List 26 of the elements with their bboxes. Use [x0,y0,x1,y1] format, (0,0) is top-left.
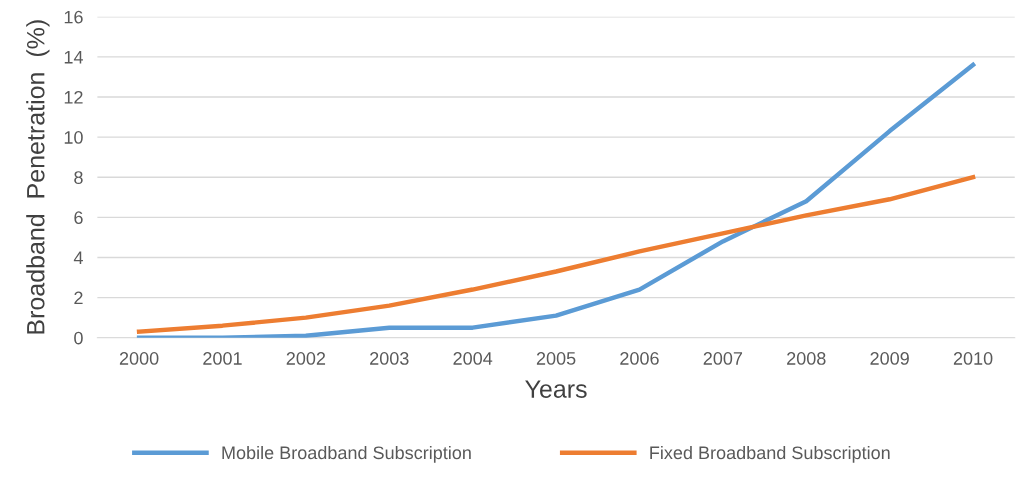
x-tick-label: 2005 [536,352,576,365]
y-tick-label: 6 [74,211,83,225]
legend-label: Fixed Broadband Subscription [650,445,890,463]
line-series [136,175,976,334]
y-tick-label: 10 [64,131,83,144]
y-tick-label: 4 [73,251,83,264]
x-tick-label: 2001 [203,352,242,365]
legend-label: Mobile Broadband Subscription [222,445,471,463]
y-tick-label: 12 [64,90,83,104]
x-tick-label: 2003 [370,352,409,365]
x-tick-label: 2004 [453,352,493,365]
x-tick-label: 2010 [953,352,993,365]
y-tick-label: 0 [74,331,83,345]
x-tick-label: 2002 [286,352,326,365]
x-axis-title: Years [525,380,587,398]
x-tick-label: 2007 [703,352,743,365]
x-tick-label: 2006 [620,352,659,365]
x-tick-label: 2008 [787,352,826,365]
y-axis-title: Broadband Penetration (%) [26,20,50,334]
y-tick-label: 2 [74,291,83,305]
x-tick-label: 2009 [870,352,909,365]
line-series [136,62,976,338]
y-tick-label: 16 [64,10,83,24]
y-tick-label: 14 [64,51,83,64]
y-tick-label: 8 [74,171,83,184]
x-tick-label: 2000 [119,352,159,365]
